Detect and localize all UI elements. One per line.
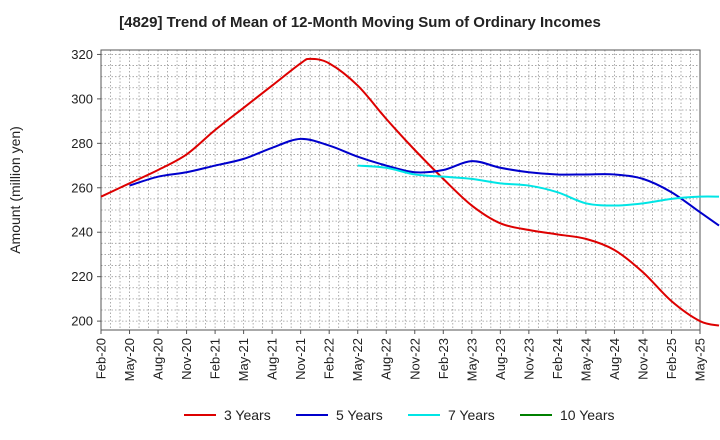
y-axis-label: Amount (million yen) bbox=[7, 126, 23, 254]
series-line-3-years bbox=[100, 57, 720, 327]
series-line-5-years bbox=[129, 137, 720, 227]
y-tick-label: 240 bbox=[71, 225, 93, 240]
x-tick-label: Aug-22 bbox=[379, 338, 394, 380]
y-tick-label: 200 bbox=[71, 314, 93, 329]
x-tick-label: Feb-23 bbox=[436, 338, 451, 379]
y-tick-label: 220 bbox=[71, 269, 93, 284]
x-tick-label: Aug-21 bbox=[265, 338, 280, 380]
x-tick-label: Nov-22 bbox=[407, 338, 422, 380]
x-axis-ticks: Feb-20 May-20 Aug-20 Nov-20 Feb-21 May-21 Aug-… bbox=[94, 330, 708, 381]
x-tick-label: Feb-21 bbox=[208, 338, 223, 379]
x-tick-label: Feb-25 bbox=[664, 338, 679, 379]
x-tick-label: May-24 bbox=[578, 338, 593, 381]
plot-area-frame bbox=[100, 49, 701, 331]
legend-label-10-years: 10 Years bbox=[560, 407, 615, 423]
x-tick-label: May-22 bbox=[350, 338, 365, 381]
legend-label-7-years: 7 Years bbox=[448, 407, 495, 423]
grid-lines bbox=[100, 50, 701, 330]
x-tick-label: Feb-24 bbox=[550, 338, 565, 379]
legend: 3 Years 5 Years 7 Years 10 Years bbox=[184, 407, 615, 423]
x-tick-label: Feb-20 bbox=[94, 338, 109, 379]
y-tick-label: 280 bbox=[71, 136, 93, 151]
y-tick-label: 260 bbox=[71, 180, 93, 195]
chart-title: [4829] Trend of Mean of 12-Month Moving … bbox=[119, 14, 601, 31]
y-tick-label: 300 bbox=[71, 91, 93, 106]
x-tick-label: May-21 bbox=[236, 338, 251, 381]
y-axis-ticks: 200 220 240 260 280 300 320 bbox=[71, 47, 101, 329]
x-tick-label: Nov-21 bbox=[293, 338, 308, 380]
x-tick-label: May-23 bbox=[464, 338, 479, 381]
x-tick-label: Aug-20 bbox=[151, 338, 166, 380]
x-tick-label: Nov-20 bbox=[179, 338, 194, 380]
series-lines bbox=[100, 57, 720, 327]
x-tick-label: Aug-23 bbox=[493, 338, 508, 380]
x-tick-label: Aug-24 bbox=[607, 338, 622, 380]
y-tick-label: 320 bbox=[71, 47, 93, 62]
x-tick-label: Nov-23 bbox=[521, 338, 536, 380]
x-tick-label: Feb-22 bbox=[322, 338, 337, 379]
x-tick-label: May-25 bbox=[693, 338, 708, 381]
legend-label-3-years: 3 Years bbox=[224, 407, 271, 423]
x-tick-label: Nov-24 bbox=[635, 338, 650, 380]
x-tick-label: May-20 bbox=[122, 338, 137, 381]
legend-label-5-years: 5 Years bbox=[336, 407, 383, 423]
series-line-7-years bbox=[357, 164, 720, 207]
